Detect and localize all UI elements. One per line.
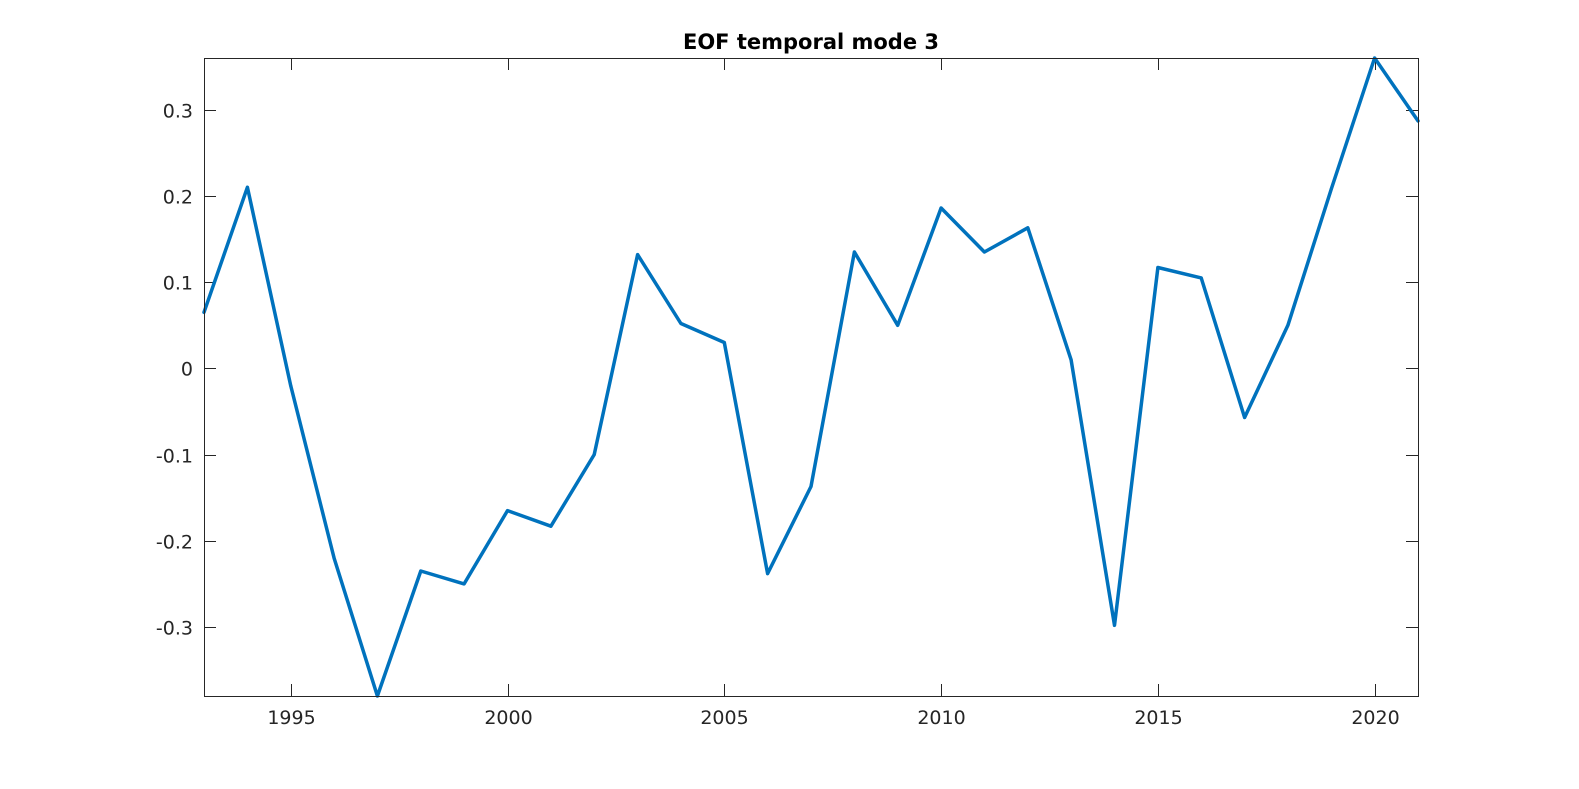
data-point: [506, 509, 509, 513]
chart-title: EOF temporal mode 3: [683, 30, 939, 54]
x-axis-ticks: 1995 2000 2005 2010 2015 2020: [267, 58, 1400, 729]
y-tick-label: 0.3: [163, 101, 193, 123]
data-point: [636, 253, 640, 257]
data-point: [1026, 226, 1030, 230]
plot-area-frame: [204, 58, 1419, 697]
data-point: [679, 322, 683, 325]
data-point: [1243, 416, 1247, 419]
data-point: [245, 185, 249, 189]
series-line: [202, 56, 1420, 698]
x-tick-label: 2015: [1134, 707, 1182, 729]
x-tick-label: 2010: [917, 707, 965, 729]
x-tick-label: 2005: [700, 707, 748, 729]
data-point: [939, 206, 943, 210]
y-axis-ticks: -0.3 -0.2 -0.1 0 0.1 0.2 0.3: [156, 101, 1418, 640]
data-point: [1069, 358, 1073, 362]
y-tick-label: -0.1: [156, 446, 193, 468]
data-point: [852, 250, 856, 254]
data-point: [1329, 187, 1333, 191]
y-tick-label: -0.3: [156, 618, 193, 640]
x-tick-label: 2020: [1351, 707, 1399, 729]
x-tick-label: 2000: [484, 707, 532, 729]
data-point: [982, 250, 986, 254]
data-point: [1113, 623, 1116, 627]
data-point: [419, 569, 423, 573]
data-point: [1286, 323, 1290, 327]
y-tick-label: 0.1: [163, 273, 193, 295]
y-tick-label: 0: [181, 359, 193, 381]
data-point: [722, 341, 726, 344]
data-point: [592, 453, 596, 457]
y-tick-label: -0.2: [156, 532, 193, 554]
y-tick-label: 0.2: [163, 187, 193, 209]
data-point: [766, 572, 770, 576]
data-point: [1156, 266, 1160, 269]
series-layer: [202, 56, 1420, 698]
data-point: [549, 524, 553, 528]
data-point: [1199, 276, 1203, 280]
data-point: [332, 556, 336, 560]
data-point: [462, 582, 466, 586]
x-tick-label: 1995: [267, 707, 315, 729]
data-point: [289, 384, 293, 388]
data-point: [896, 323, 900, 327]
data-point: [809, 485, 813, 488]
